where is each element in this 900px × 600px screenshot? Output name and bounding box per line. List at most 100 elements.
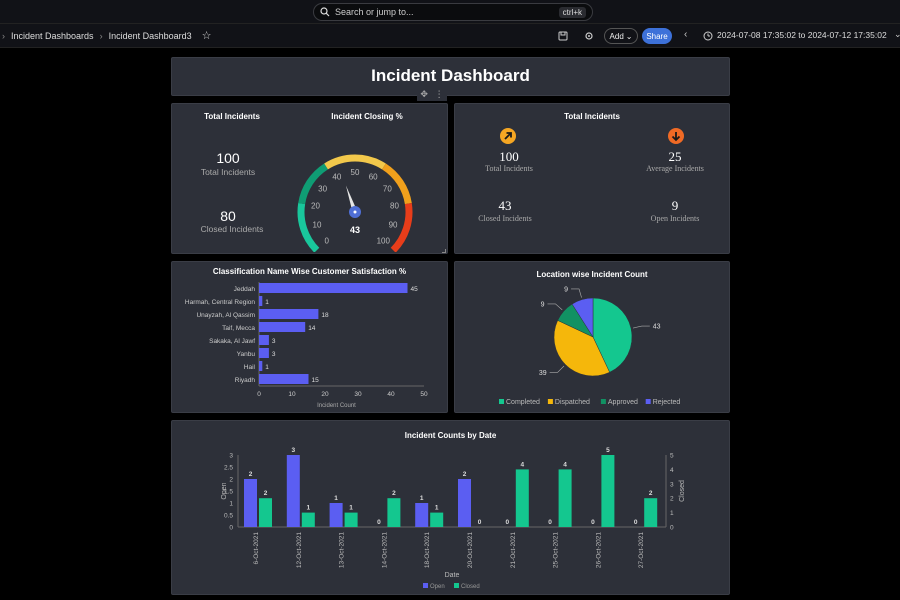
closed-value-label: 1 [435,505,439,512]
x-tick-label: 6-Oct-2021 [253,532,260,565]
y-tick-label-left: 1.5 [224,489,233,496]
chevron-down-icon: ⌄ [625,31,633,41]
x-tick-label: 27-Oct-2021 [638,532,645,569]
closed-bar [301,512,315,527]
bar [259,361,263,371]
bar-value-label: 14 [308,325,316,332]
x-tick-label: 13-Oct-2021 [339,532,346,569]
panel-title: Total Incidents [204,112,260,121]
open-value-label: 2 [249,471,253,478]
closed-bar [387,498,401,527]
gauge-tick-label: 90 [389,220,398,229]
y-tick-label-right: 4 [670,467,674,474]
open-bar [244,479,257,527]
y-tick-label-left: 2 [229,477,233,484]
y-tick-label-left: 2.5 [224,465,233,472]
y-tick-label-left: 0 [229,525,233,532]
y-tick-label-left: 3 [229,453,233,460]
legend-label: Rejected [653,399,681,406]
nav-bar: › Incident Dashboards › Incident Dashboa… [0,24,900,48]
closed-label: Closed Incidents [200,224,264,234]
gauge-band [297,203,320,252]
legend-swatch [547,399,553,404]
move-icon[interactable]: ✥ [420,88,428,99]
bar [259,348,269,358]
pie-value-label: 39 [539,370,547,377]
category-label: Yanbu [237,351,256,358]
closed-label: Closed Incidents [478,214,532,223]
total-label: Total Incidents [485,164,533,173]
x-tick-label: 10 [288,391,296,398]
legend-label: Closed [461,584,480,590]
time-back-icon[interactable]: ‹ [684,29,688,40]
open-value-label: 1 [420,495,424,502]
x-tick-label: 14-Oct-2021 [381,532,388,569]
share-button[interactable]: Share [642,28,672,44]
x-tick-label: 40 [387,391,395,398]
star-icon[interactable]: ☆ [201,30,212,42]
open-value-label: 2 [463,471,467,478]
gauge-needle [345,185,357,212]
pie-value-label: 9 [541,301,545,308]
gauge-title: Incident Closing % [331,112,403,121]
open-bar [415,503,429,527]
bar-value-label: 3 [272,351,276,358]
gauge-band [390,203,413,252]
time-range-picker[interactable]: 2024-07-08 17:35:02 to 2024-07-12 17:35:… [717,30,887,40]
open-value: 9 [671,198,679,213]
breadcrumb-parent[interactable]: Incident Dashboards [11,30,94,41]
legend-label: Dispatched [555,399,590,406]
category-label: Harmah, Central Region [185,299,255,306]
x-tick-label: 50 [420,391,428,398]
gauge-tick-label: 40 [332,172,341,181]
closed-value-label: 2 [392,490,396,497]
search-bar[interactable]: Search or jump to... ctrl+k [313,3,593,21]
legend-swatch [499,399,504,404]
add-button[interactable]: Add ⌄ [604,28,638,44]
open-value-label: 3 [291,447,295,454]
y-tick-label-right: 1 [670,510,674,517]
chevron-down-icon[interactable]: ⌄ [894,29,900,39]
arrow-up-right-icon [500,128,516,144]
gauge-tick-label: 0 [324,236,329,245]
bar [259,335,269,345]
y-tick-label-right: 5 [670,453,674,460]
dashboard-canvas: Incident Dashboard ✥ ⋮ Total Incidents 10… [0,48,900,600]
chart-title: Incident Counts by Date [404,431,497,440]
y-axis-label-left: Open [221,482,228,499]
breadcrumb-current: Incident Dashboard3 [108,30,192,41]
breadcrumb-chevron-icon: › [99,30,103,41]
y-tick-label-right: 2 [670,496,674,503]
x-tick-label: 0 [257,391,261,398]
bar [259,322,306,332]
x-tick-label: 18-Oct-2021 [424,532,431,569]
legend-swatch [454,583,459,588]
category-label: Jeddah [234,286,256,293]
y-axis-label-right: Closed [679,480,686,502]
save-icon[interactable] [558,31,568,41]
shortcut-hint: ctrl+k [558,6,586,18]
bar [259,283,408,293]
resize-handle[interactable] [442,249,446,253]
gauge-band [324,154,386,170]
open-label: Open Incidents [650,214,700,223]
panel-drag-handle[interactable]: ✥ ⋮ [417,87,447,101]
top-bar: Search or jump to... ctrl+k [0,0,900,24]
y-tick-label-left: 0.5 [224,513,233,520]
gear-icon[interactable] [584,31,594,41]
closed-value-label: 1 [349,505,353,512]
open-bar [329,503,343,527]
open-value-label: 0 [505,519,509,526]
bar [259,374,309,384]
pie-slice [571,297,594,338]
date-bar-chart: 0 0.5 1 1.5 2 2.5 3 0 1 2 3 4 5 Open Closed 2 2 6-Oct-202… [221,447,686,590]
classification-bar-chart: Jeddah 45 Harmah, Central Region 1 Unayzah, … [185,282,428,409]
closed-value-label: 0 [478,519,482,526]
x-tick-label: 20 [321,391,329,398]
gauge-band [381,163,412,205]
closed-bar [430,512,444,527]
bar-value-label: 1 [265,299,269,306]
kebab-menu-icon[interactable]: ⋮ [434,88,444,99]
x-axis-label: Incident Count [317,403,356,409]
gauge-value: 43 [350,225,360,235]
